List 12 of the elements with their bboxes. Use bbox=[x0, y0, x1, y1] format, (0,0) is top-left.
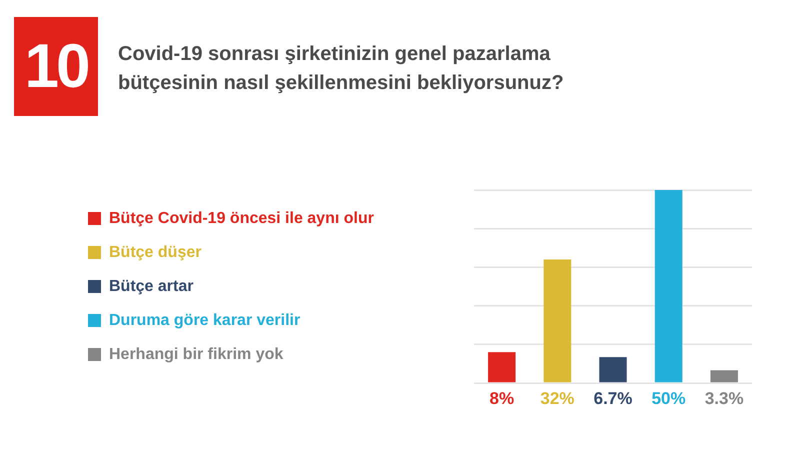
chart-title: Covid-19 sonrası şirketinizin genel pazarlama bütçesinin nasıl şekillenmesini bekliyorsunuz? bbox=[118, 42, 565, 96]
data-label: 32% bbox=[540, 389, 574, 408]
legend-label: Bütçe düşer bbox=[109, 244, 202, 261]
data-label: 50% bbox=[652, 389, 686, 408]
legend-label: Herhangi bir fikrim yok bbox=[109, 346, 284, 363]
square-badge: 10 bbox=[14, 17, 98, 116]
data-label: 3.3% bbox=[704, 389, 744, 408]
legend-label: Bütçe Covid-19 öncesi ile aynı olur bbox=[109, 210, 374, 227]
legend-label: Duruma göre karar verilir bbox=[109, 312, 300, 329]
legend-label: Bütçe artar bbox=[109, 278, 194, 295]
data-label: 6.7% bbox=[594, 389, 632, 408]
data-label: 8% bbox=[490, 389, 514, 408]
